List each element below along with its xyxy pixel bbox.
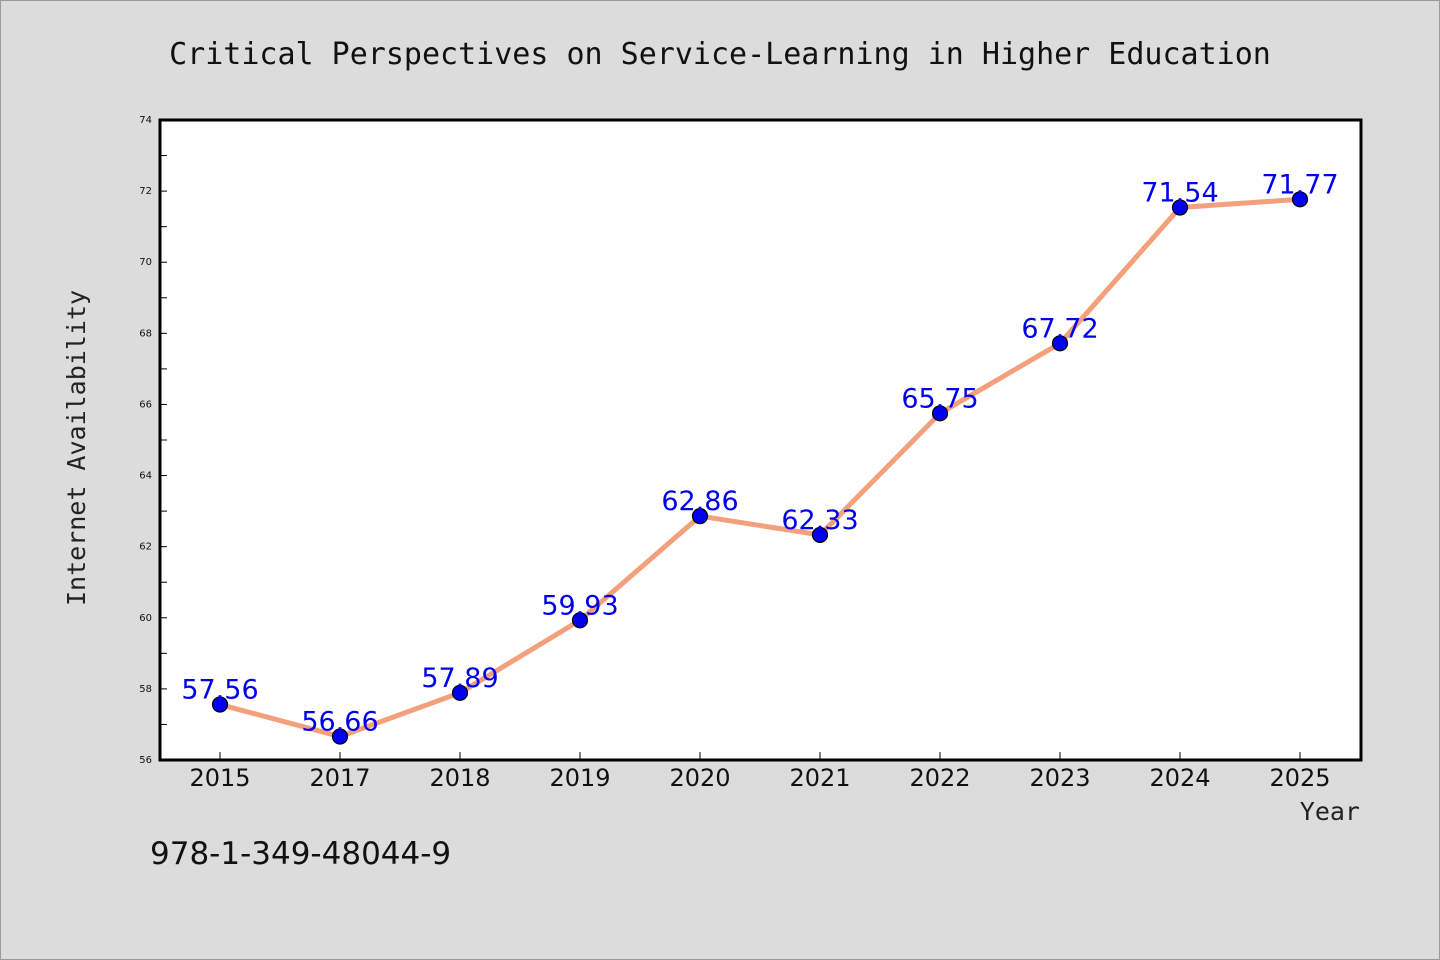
data-point	[931, 405, 949, 422]
data-point	[1051, 335, 1069, 352]
x-tick-label: 2017	[309, 764, 370, 792]
data-point	[571, 612, 589, 629]
y-tick-label: 66	[139, 399, 152, 410]
data-point	[691, 507, 709, 525]
data-label: 71.77	[1261, 169, 1338, 200]
data-point	[1171, 199, 1189, 216]
x-tick-label: 2025	[1269, 764, 1330, 792]
data-label: 67.72	[1021, 313, 1098, 344]
y-axis: 56 58 60 62 64 66 68 70 72 74	[139, 115, 167, 766]
x-tick-label: 2019	[549, 764, 610, 792]
data-label: 56.66	[301, 707, 378, 738]
data-label: 62.33	[781, 505, 858, 536]
x-axis-label: Year	[1300, 797, 1360, 826]
data-point	[211, 696, 229, 713]
data-label: 62.86	[661, 486, 738, 517]
data-point	[1291, 191, 1309, 208]
data-point	[451, 684, 469, 701]
y-tick-label: 70	[139, 257, 152, 268]
series-layer: 57.56 56.66 57.89 59.93 62.86 62.33 65.75 67.72…	[181, 169, 1339, 745]
x-axis: 2015 2017 2018 2019 2020 2021 2022 2023 2024 2025	[189, 752, 1331, 792]
data-point	[331, 728, 349, 745]
series-line	[219, 196, 1301, 740]
y-tick-label: 62	[139, 542, 152, 553]
x-tick-label: 2021	[789, 764, 850, 792]
plot-area	[158, 118, 1363, 762]
y-tick-label: 72	[139, 186, 152, 197]
x-tick-label: 2022	[909, 764, 970, 792]
y-tick-label: 58	[139, 684, 152, 695]
data-label: 71.54	[1141, 177, 1218, 208]
x-tick-label: 2015	[189, 764, 250, 792]
data-point	[811, 526, 829, 544]
x-tick-label: 2020	[669, 764, 730, 792]
y-tick-label: 64	[139, 471, 152, 482]
chart-title: Critical Perspectives on Service-Learnin…	[169, 37, 1271, 72]
y-axis-label: Internet Availability	[62, 290, 91, 606]
y-tick-label: 68	[139, 328, 152, 339]
data-label: 65.75	[901, 383, 978, 414]
y-tick-label: 60	[139, 613, 152, 624]
y-tick-label: 56	[139, 755, 152, 766]
x-tick-label: 2018	[429, 764, 490, 792]
x-tick-label: 2023	[1029, 764, 1090, 792]
x-tick-label: 2024	[1149, 764, 1210, 792]
y-tick-label: 74	[139, 115, 152, 126]
isbn-annotation: 978-1-349-48044-9	[150, 836, 451, 872]
data-label: 57.56	[181, 675, 258, 706]
data-label: 57.89	[421, 663, 498, 694]
data-label: 59.93	[541, 590, 618, 621]
